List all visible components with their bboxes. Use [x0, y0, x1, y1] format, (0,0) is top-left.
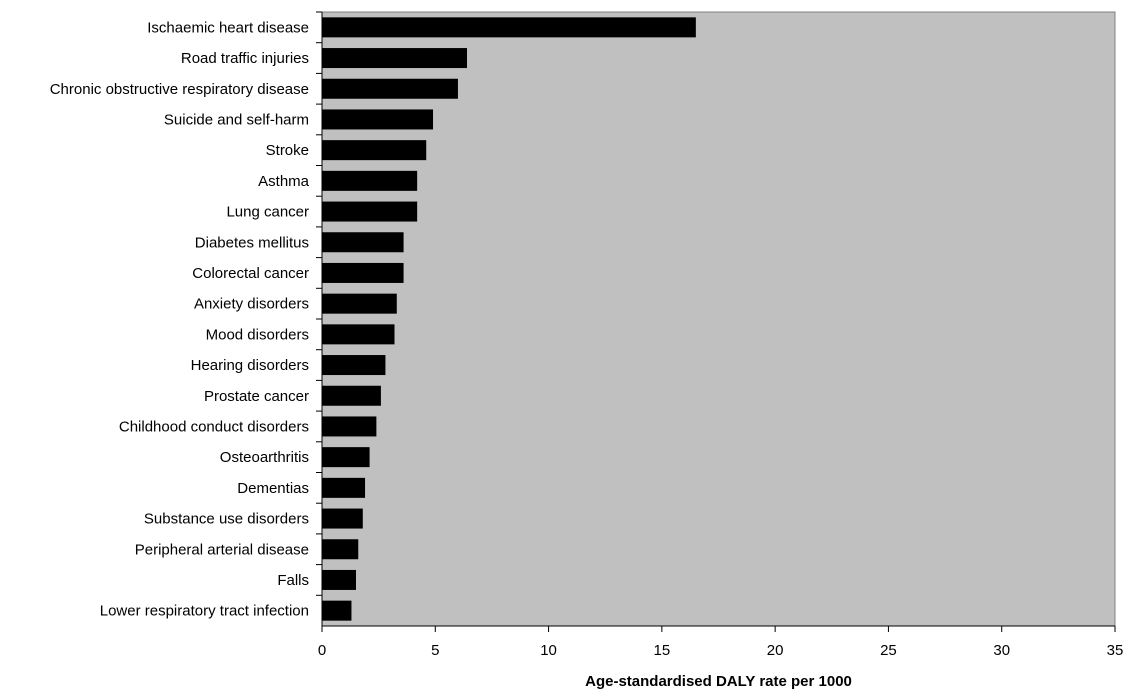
category-label: Asthma — [258, 173, 310, 190]
category-label: Road traffic injuries — [181, 50, 309, 67]
category-label: Dementias — [237, 480, 309, 497]
bar-16 — [322, 508, 363, 529]
bar-9 — [322, 293, 397, 314]
x-tick-label: 25 — [880, 642, 897, 659]
category-label: Hearing disorders — [191, 357, 309, 374]
category-label: Lung cancer — [226, 204, 309, 221]
x-tick-label: 20 — [767, 642, 784, 659]
category-label: Childhood conduct disorders — [119, 418, 309, 435]
category-label: Colorectal cancer — [192, 265, 309, 282]
category-label: Anxiety disorders — [194, 296, 309, 313]
category-label: Osteoarthritis — [220, 449, 309, 466]
bar-14 — [322, 447, 370, 468]
bar-19 — [322, 600, 352, 621]
bars-group — [322, 17, 696, 621]
category-label: Mood disorders — [206, 326, 309, 343]
bar-15 — [322, 477, 366, 498]
bar-11 — [322, 355, 386, 376]
category-labels: Ischaemic heart disease Road traffic inju… — [50, 11, 322, 620]
x-tick-label: 10 — [540, 642, 557, 659]
plot-area — [321, 11, 1116, 627]
bar-3 — [322, 109, 434, 130]
bar-8 — [322, 262, 404, 283]
bar-18 — [322, 569, 356, 590]
bar-6 — [322, 201, 418, 222]
bar-5 — [322, 170, 418, 191]
x-axis-ticks: 0 5 10 15 20 25 30 35 — [318, 626, 1124, 659]
x-tick-label: 0 — [318, 642, 326, 659]
x-tick-label: 30 — [993, 642, 1010, 659]
bar-1 — [322, 48, 468, 69]
x-axis-title: Age-standardised DALY rate per 1000 — [585, 673, 852, 690]
category-label: Lower respiratory tract infection — [100, 603, 309, 620]
x-tick-label: 5 — [431, 642, 439, 659]
x-tick-label: 15 — [654, 642, 671, 659]
category-label: Falls — [277, 572, 309, 589]
category-label: Substance use disorders — [144, 511, 309, 528]
category-label: Chronic obstructive respiratory disease — [50, 81, 309, 98]
category-label: Stroke — [266, 142, 309, 159]
bar-0 — [322, 17, 696, 38]
bar-17 — [322, 539, 359, 560]
bar-2 — [322, 78, 458, 99]
category-label: Ischaemic heart disease — [147, 19, 309, 36]
x-tick-label: 35 — [1107, 642, 1124, 659]
category-label: Prostate cancer — [204, 388, 309, 405]
category-label: Peripheral arterial disease — [135, 541, 309, 558]
category-label: Suicide and self-harm — [164, 111, 309, 128]
bar-13 — [322, 416, 377, 437]
bar-12 — [322, 385, 381, 406]
bar-7 — [322, 232, 404, 253]
category-label: Diabetes mellitus — [195, 234, 309, 251]
bar-10 — [322, 324, 395, 345]
bar-4 — [322, 140, 427, 161]
